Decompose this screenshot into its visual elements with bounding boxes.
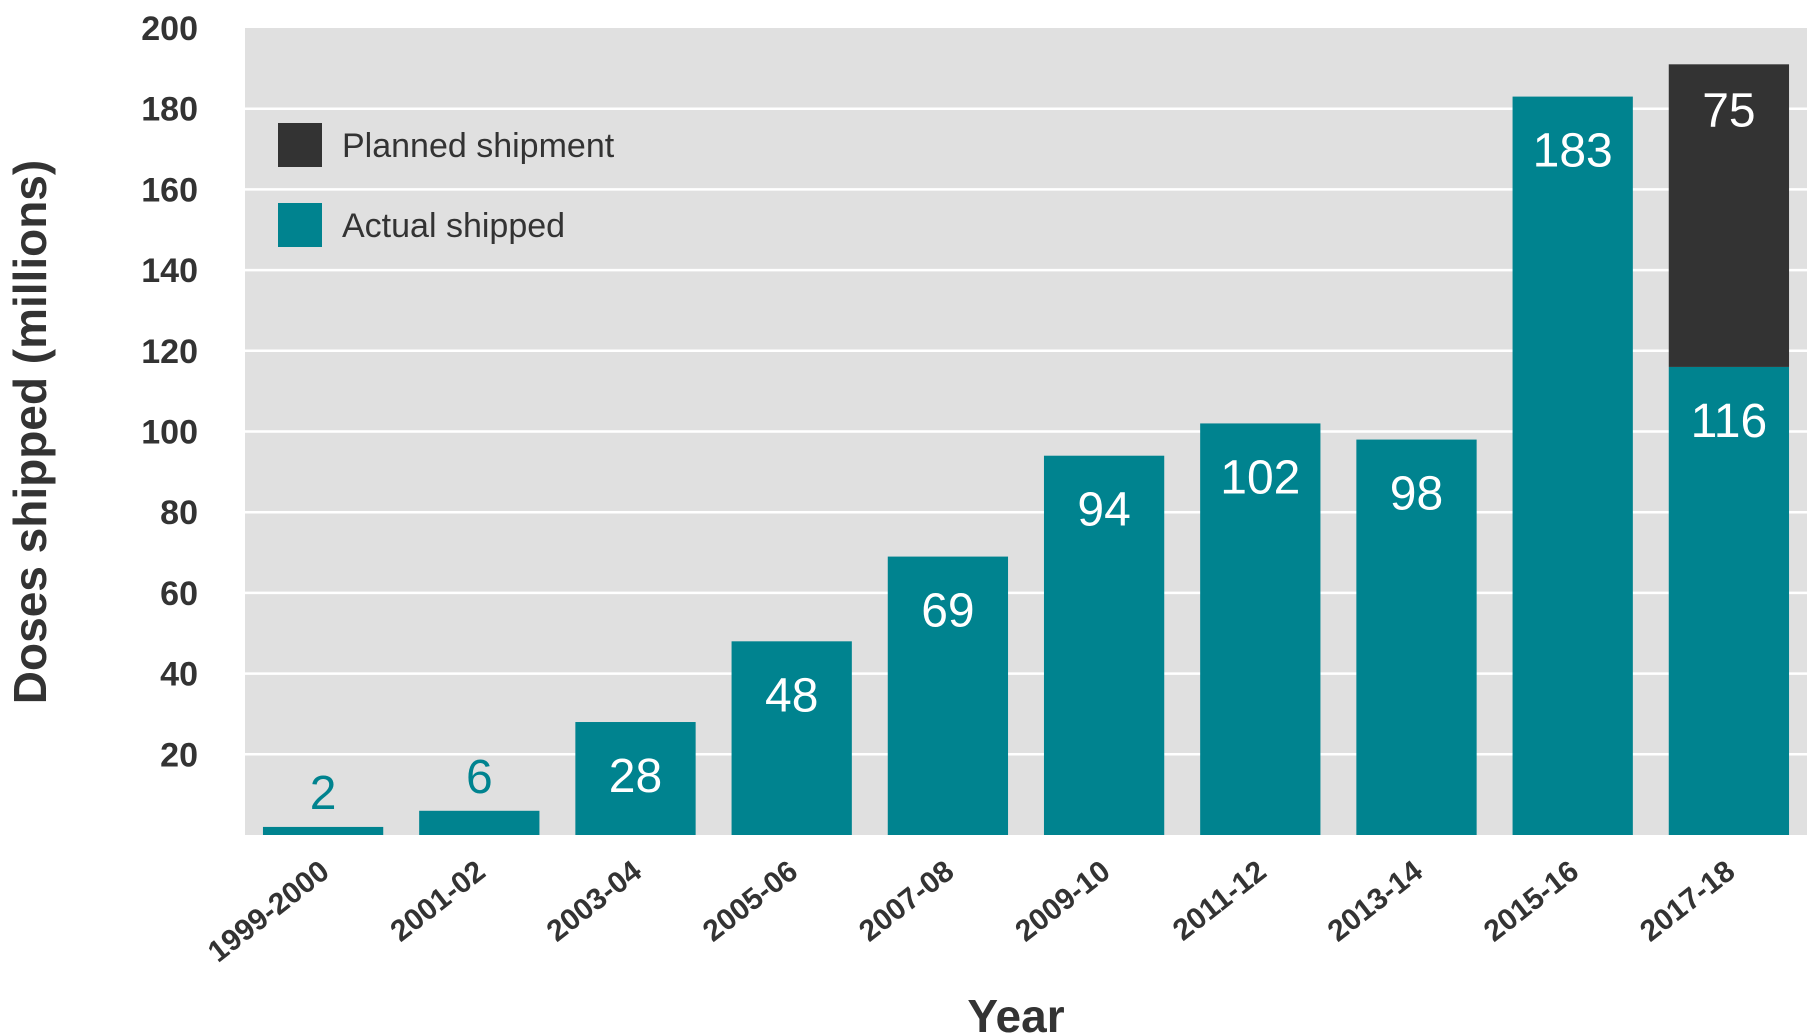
y-tick-label: 20 [160,736,198,774]
data-label-actual-shipped: 2 [310,767,337,820]
bar-actual-shipped [575,722,696,835]
data-label-actual-shipped: 69 [921,585,974,638]
legend-swatch [278,203,322,247]
data-label-actual-shipped: 98 [1390,468,1443,521]
y-tick-label: 200 [141,10,198,48]
data-label-actual-shipped: 102 [1220,451,1300,504]
data-label-actual-shipped: 6 [466,751,493,804]
x-tick-label: 2015-16 [1478,855,1585,949]
bar-actual-shipped [1043,455,1165,835]
x-tick-label: 2003-04 [541,854,648,948]
y-tick-label: 100 [141,414,198,452]
bar-actual-shipped [1512,96,1633,836]
y-tick-label: 180 [141,91,198,129]
bar-actual-shipped [1200,423,1321,835]
x-tick-label: 2009-10 [1009,855,1116,949]
data-label-planned-shipment: 75 [1702,84,1755,137]
bar-actual-shipped [887,556,1009,835]
legend-label: Actual shipped [342,207,565,245]
x-tick-label: 2007-08 [853,855,960,949]
y-tick-label: 40 [160,656,198,694]
x-axis-title: Year [967,990,1064,1036]
bar-actual-shipped [262,826,384,835]
data-label-actual-shipped: 94 [1077,484,1130,537]
legend-swatch [278,123,322,167]
y-tick-label: 140 [141,252,198,290]
bar-actual-shipped [1668,366,1790,835]
y-tick-label: 80 [160,494,198,532]
y-tick-label: 60 [160,575,198,613]
bar-actual-shipped [419,810,540,835]
data-label-actual-shipped: 48 [765,669,818,722]
x-tick-label: 2017-18 [1634,855,1741,949]
bar-planned-shipment [1668,64,1790,367]
y-axis-title: Doses shipped (millions) [4,160,56,704]
y-tick-label: 120 [141,333,198,371]
x-tick-label: 2011-12 [1167,855,1273,948]
x-tick-label: 2013-14 [1322,854,1429,948]
data-label-actual-shipped: 183 [1533,125,1613,178]
data-label-actual-shipped: 116 [1691,395,1768,448]
data-label-actual-shipped: 28 [609,750,662,803]
x-tick-label: 2005-06 [697,855,804,949]
y-tick-label: 160 [141,171,198,209]
bar-actual-shipped [731,641,852,835]
x-tick-label: 1999-2000 [202,855,335,969]
bar-actual-shipped [1356,439,1477,835]
x-tick-label: 2001-02 [385,855,492,949]
legend-label: Planned shipment [342,127,615,165]
